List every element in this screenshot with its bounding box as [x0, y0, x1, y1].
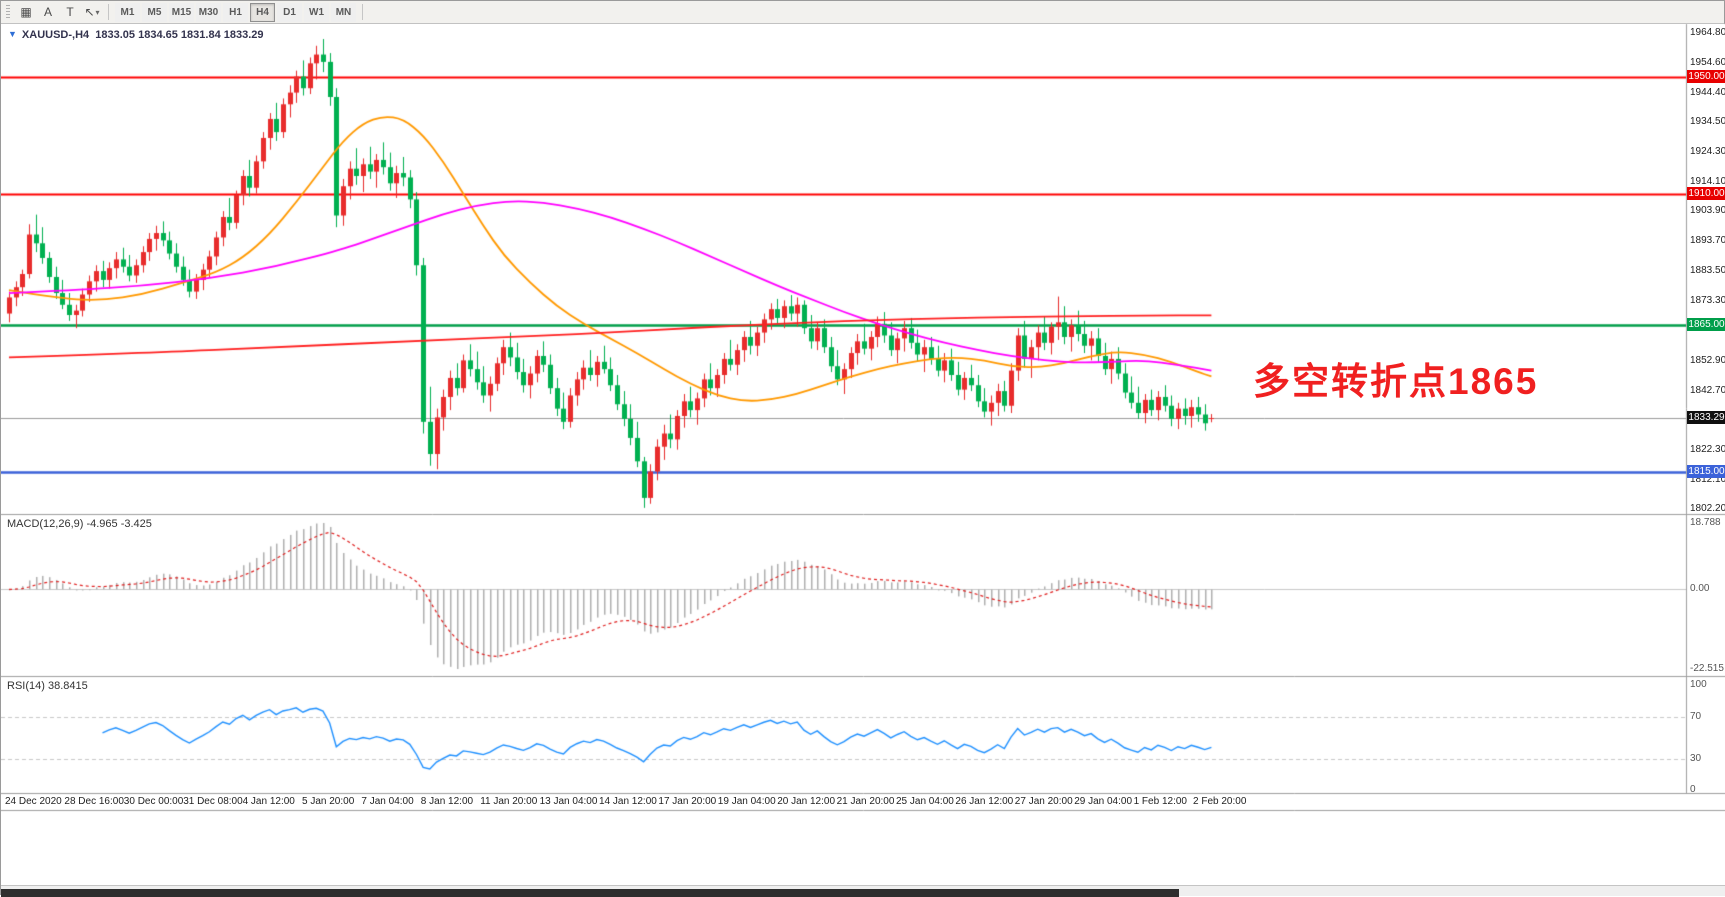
time-axis-label: 30 Dec 00:00: [123, 796, 184, 807]
price-axis-label: 1802.20: [1690, 503, 1725, 515]
time-axis-label: 5 Jan 20:00: [302, 796, 355, 807]
cursor-icon: ↖: [84, 5, 95, 19]
toolbar: ▦ A T ↖ ▾ M1 M5 M15 M30 H1 H4 D1 W1 MN: [1, 1, 1724, 24]
price-axis-label: 1903.90: [1690, 205, 1725, 217]
time-axis-label: 27 Jan 20:00: [1014, 796, 1073, 807]
price-axis-label: 1812.10: [1690, 474, 1725, 486]
timeframe-toolbar: M1 M5 M15 M30 H1 H4 D1 W1 MN: [114, 2, 357, 22]
time-axis-label: 26 Jan 12:00: [955, 796, 1014, 807]
timeframe-button-D1[interactable]: D1: [277, 2, 302, 22]
letter-t-glyph: T: [66, 5, 74, 19]
price-badge-1833.29: 1833.29: [1687, 411, 1725, 425]
annotation-text: 多空转折点1865: [1253, 361, 1539, 402]
taskbar-strip[interactable]: [1, 889, 1179, 897]
tool-t-button[interactable]: T: [59, 3, 81, 22]
rsi-axis-label: 30: [1690, 752, 1702, 764]
time-axis-label: 20 Jan 12:00: [777, 796, 836, 807]
price-badge-1865.00: 1865.00: [1687, 318, 1725, 332]
time-axis-label: 21 Jan 20:00: [836, 796, 895, 807]
price-axis-label: 1893.70: [1690, 235, 1725, 247]
bottom-bar[interactable]: [1, 885, 1725, 897]
time-axis-label: 2 Feb 20:00: [1193, 796, 1247, 807]
price-axis-label: 1842.70: [1690, 384, 1725, 396]
price-axis-label: 1964.80: [1690, 27, 1725, 39]
price-badge-1950.00: 1950.00: [1687, 69, 1725, 83]
price-axis-label: 1852.90: [1690, 354, 1725, 366]
timeframe-button-M1[interactable]: M1: [115, 2, 140, 22]
rsi-axis-label: 100: [1690, 679, 1707, 690]
cursor-tool-button[interactable]: ↖ ▾: [81, 3, 103, 22]
price-axis-label: 1934.50: [1690, 115, 1725, 127]
price-axis-label: 1883.50: [1690, 265, 1725, 277]
macd-axis-label: -22.515: [1690, 663, 1724, 674]
rsi-axis-label: 0: [1690, 784, 1696, 795]
grid-icon: ▦: [20, 5, 32, 19]
time-axis-label: 25 Jan 04:00: [896, 796, 954, 807]
price-badge-1910.00: 1910.00: [1687, 186, 1725, 200]
time-axis-label: 17 Jan 20:00: [658, 796, 717, 807]
ohlc-values: 1833.05 1834.65 1831.84 1833.29: [95, 29, 264, 41]
letter-a-glyph: A: [43, 5, 52, 19]
toolbar-separator: [362, 4, 363, 20]
macd-label: MACD(12,26,9) -4.965 -3.425: [7, 518, 152, 530]
price-axis-label: 1954.60: [1690, 57, 1725, 69]
timeframe-button-M30[interactable]: M30: [196, 2, 221, 22]
macd-axis-label: 0.00: [1690, 583, 1710, 595]
time-axis-label: 31 Dec 08:00: [183, 796, 243, 807]
rsi-axis-label: 70: [1690, 710, 1702, 722]
price-axis-label: 1944.40: [1690, 86, 1725, 98]
timeframe-button-M5[interactable]: M5: [142, 2, 167, 22]
time-axis-label: 4 Jan 12:00: [242, 796, 295, 807]
macd-axis-label: 18.788: [1690, 517, 1721, 528]
time-axis-label: 19 Jan 04:00: [717, 796, 776, 807]
price-axis-label: 1873.30: [1690, 294, 1725, 306]
price-axis-label: 1822.30: [1690, 444, 1725, 456]
timeframe-button-MN[interactable]: MN: [331, 2, 356, 22]
timeframe-button-W1[interactable]: W1: [304, 2, 329, 22]
time-axis-label: 8 Jan 12:00: [420, 796, 474, 807]
time-axis-label: 29 Jan 04:00: [1074, 796, 1133, 807]
rsi-label: RSI(14) 38.8415: [7, 680, 88, 692]
time-axis-label: 28 Dec 16:00: [64, 796, 124, 807]
time-axis-label: 7 Jan 04:00: [361, 796, 414, 807]
symbol-dropdown-icon[interactable]: ▼: [8, 29, 17, 39]
time-axis-label: 13 Jan 04:00: [539, 796, 598, 807]
price-axis-label: 1924.30: [1690, 145, 1725, 157]
tool-a-button[interactable]: A: [37, 3, 59, 22]
symbol-period-label: XAUUSD-,H4: [21, 29, 90, 41]
time-axis-label: 14 Jan 12:00: [599, 796, 657, 807]
time-axis-label: 1 Feb 12:00: [1133, 796, 1187, 807]
timeframe-button-H4[interactable]: H4: [250, 2, 275, 22]
dropdown-arrow-icon: ▾: [95, 7, 100, 17]
timeframe-button-H1[interactable]: H1: [223, 2, 248, 22]
timeframe-button-M15[interactable]: M15: [169, 2, 194, 22]
price-axis-label: 1914.10: [1690, 175, 1725, 187]
time-axis-label: 11 Jan 20:00: [480, 796, 538, 807]
toolbar-grip[interactable]: [6, 5, 10, 19]
price-badge-1815.00: 1815.00: [1687, 464, 1725, 478]
chart-title: ▼ XAUUSD-,H4 1833.05 1834.65 1831.84 1833…: [8, 29, 264, 41]
chart-grid-button[interactable]: ▦: [15, 3, 37, 22]
toolbar-separator: [108, 4, 109, 20]
time-axis-label: 24 Dec 2020: [5, 796, 62, 807]
